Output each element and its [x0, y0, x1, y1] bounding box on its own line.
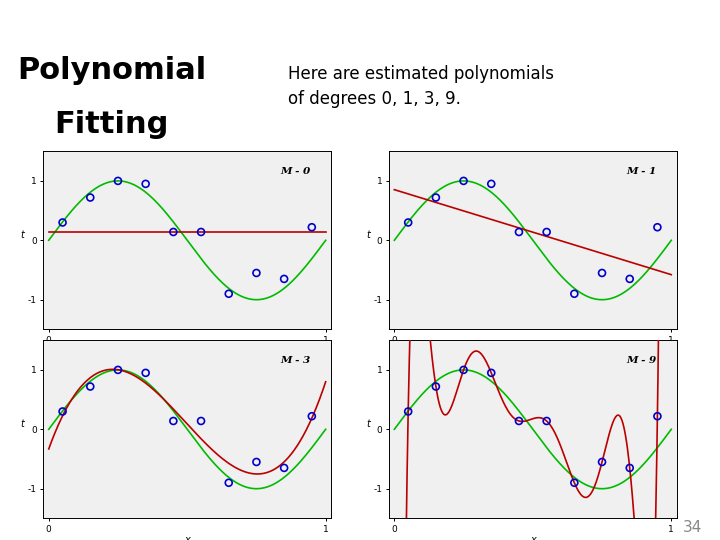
Point: [57, 218, 68, 227]
Point: [402, 407, 414, 416]
Point: [458, 366, 469, 374]
Text: M - 1: M - 1: [626, 167, 657, 176]
Text: M - 0: M - 0: [281, 167, 311, 176]
Point: [140, 368, 151, 377]
Point: [195, 417, 207, 426]
Y-axis label: t: t: [366, 419, 370, 429]
X-axis label: x: x: [184, 535, 190, 540]
Y-axis label: t: t: [366, 230, 370, 240]
Point: [485, 368, 497, 377]
Point: [84, 382, 96, 391]
Point: [112, 177, 124, 185]
Point: [251, 457, 262, 466]
X-axis label: x: x: [184, 346, 190, 356]
X-axis label: x: x: [530, 535, 536, 540]
Point: [223, 289, 235, 298]
Y-axis label: t: t: [20, 230, 24, 240]
Point: [485, 179, 497, 188]
Text: M - 3: M - 3: [281, 356, 311, 365]
Point: [569, 289, 580, 298]
Point: [624, 463, 636, 472]
Point: [569, 478, 580, 487]
Point: [541, 228, 552, 237]
Point: [84, 193, 96, 202]
Point: [596, 269, 608, 278]
Point: [306, 412, 318, 421]
Point: [513, 417, 525, 426]
Text: M - 9: M - 9: [626, 356, 657, 365]
Point: [195, 228, 207, 237]
Text: Here are estimated polynomials
of degrees 0, 1, 3, 9.: Here are estimated polynomials of degree…: [288, 65, 554, 108]
Point: [306, 223, 318, 232]
Text: 34: 34: [683, 519, 702, 535]
Point: [624, 274, 636, 283]
Point: [596, 457, 608, 466]
Point: [430, 382, 441, 391]
Point: [541, 417, 552, 426]
Point: [279, 463, 290, 472]
Point: [57, 407, 68, 416]
X-axis label: x: x: [530, 346, 536, 356]
Point: [430, 193, 441, 202]
Point: [652, 223, 663, 232]
Point: [652, 412, 663, 421]
Point: [458, 177, 469, 185]
Point: [140, 179, 151, 188]
Text: Polynomial: Polynomial: [17, 56, 206, 85]
Point: [168, 417, 179, 426]
Point: [279, 274, 290, 283]
Text: Fitting: Fitting: [55, 110, 168, 139]
Point: [168, 228, 179, 237]
Point: [251, 269, 262, 278]
Point: [112, 366, 124, 374]
Point: [223, 478, 235, 487]
Point: [402, 218, 414, 227]
Y-axis label: t: t: [20, 419, 24, 429]
Point: [513, 228, 525, 237]
